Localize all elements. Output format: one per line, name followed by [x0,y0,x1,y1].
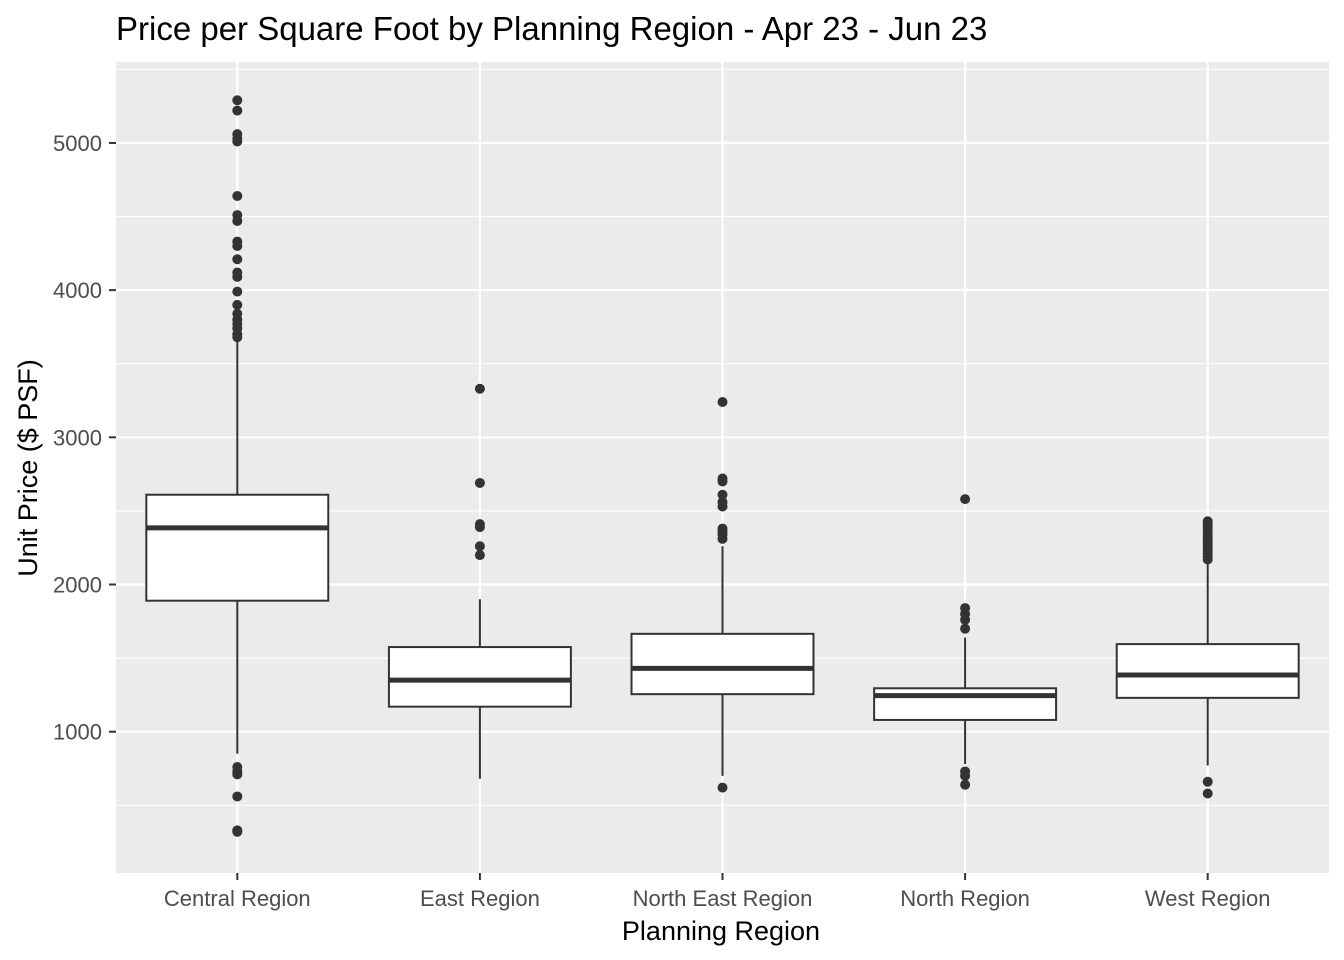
chart-title: Price per Square Foot by Planning Region… [116,10,988,47]
outlier-point [1202,788,1213,799]
x-tick-label: West Region [1145,886,1271,911]
outlier-point [960,779,971,790]
box-west-region [1115,516,1300,799]
y-tick-label: 5000 [53,131,102,156]
outlier-point [232,299,243,310]
outlier-point [960,614,971,625]
outlier-point [232,271,243,282]
box-north-region [873,494,1058,790]
outlier-point [1202,554,1213,565]
outlier-point [960,623,971,634]
x-tick-label: North Region [900,886,1030,911]
outlier-point [960,770,971,781]
outlier-point [717,782,728,793]
x-tick-label: Central Region [164,886,311,911]
outlier-point [232,190,243,201]
box-north-east-region [630,397,815,793]
x-axis-title: Planning Region [622,916,820,946]
outlier-point [232,826,243,837]
outlier-point [232,254,243,265]
outlier-point [717,397,728,408]
x-tick-label: East Region [420,886,540,911]
box-iqr [387,646,572,708]
outlier-point [232,136,243,147]
outlier-point [960,494,971,505]
outlier-point [1202,776,1213,787]
x-tick-label: North East Region [633,886,813,911]
outlier-point [232,240,243,251]
box-central-region [145,95,330,837]
outlier-point [232,215,243,226]
outlier-point [232,105,243,116]
outlier-point [232,332,243,343]
y-axis-title: Unit Price ($ PSF) [13,359,43,577]
outlier-point [717,501,728,512]
box-east-region [387,383,572,779]
y-tick-label: 3000 [53,425,102,450]
outlier-point [474,522,485,533]
outlier-point [717,476,728,487]
outlier-point [232,791,243,802]
outlier-point [474,541,485,552]
outlier-point [474,550,485,561]
outlier-point [232,95,243,106]
outlier-point [717,489,728,500]
outlier-point [717,533,728,544]
box-iqr [145,493,330,602]
box-iqr [1115,643,1300,699]
outlier-point [232,769,243,780]
y-tick-label: 1000 [53,720,102,745]
outlier-point [474,383,485,394]
box-iqr [873,687,1058,721]
outlier-point [232,286,243,297]
y-tick-label: 4000 [53,278,102,303]
box-iqr [630,632,815,696]
y-tick-label: 2000 [53,573,102,598]
outlier-point [474,477,485,488]
